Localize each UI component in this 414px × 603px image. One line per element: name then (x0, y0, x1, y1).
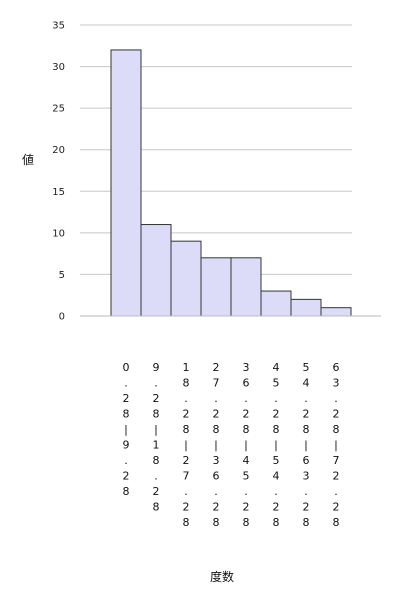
bar (260, 290, 292, 317)
x-tick-label: 2 7. 2 8 | 3 6. 2 8 (213, 361, 220, 529)
y-axis-ticks: 0 5 10 15 20 25 30 35 (52, 21, 65, 323)
bar (200, 257, 232, 317)
bar (140, 224, 172, 317)
x-tick-label: 4 5. 2 8 | 5 4. 2 8 (273, 361, 280, 529)
bars (110, 49, 352, 317)
y-tick-label: 10 (52, 228, 65, 239)
y-tick-label: 0 (59, 312, 65, 323)
x-tick-label: 6 3. 2 8 | 7 2. 2 8 (333, 361, 340, 529)
bar (290, 298, 322, 317)
y-tick-label: 25 (52, 104, 65, 115)
x-tick-label: 5 4. 2 8 | 6 3. 2 8 (303, 361, 310, 529)
y-tick-label: 30 (52, 62, 65, 73)
x-axis-ticks: 0. 2 8 | 9. 2 8 9. 2 8 | 1 8. 2 8 1 8. 2 8 | 2 7. 2 8 2 7. 2 8 | 3 6. 2… (123, 361, 340, 529)
y-tick-label: 35 (52, 21, 65, 32)
bar (170, 240, 202, 317)
bar (110, 49, 142, 317)
y-tick-label: 15 (52, 187, 65, 198)
y-tick-label: 5 (59, 270, 65, 281)
y-axis-label: 値 (22, 152, 34, 167)
x-tick-label: 0. 2 8 | 9. 2 8 (123, 361, 130, 498)
bar (320, 307, 352, 317)
x-axis-label: 度数 (210, 569, 234, 584)
bar (230, 257, 262, 317)
x-tick-label: 9. 2 8 | 1 8. 2 8 (153, 361, 160, 514)
x-tick-label: 1 8. 2 8 | 2 7. 2 8 (183, 361, 190, 529)
y-tick-label: 20 (52, 145, 65, 156)
x-tick-label: 3 6. 2 8 | 4 5. 2 8 (243, 361, 250, 529)
